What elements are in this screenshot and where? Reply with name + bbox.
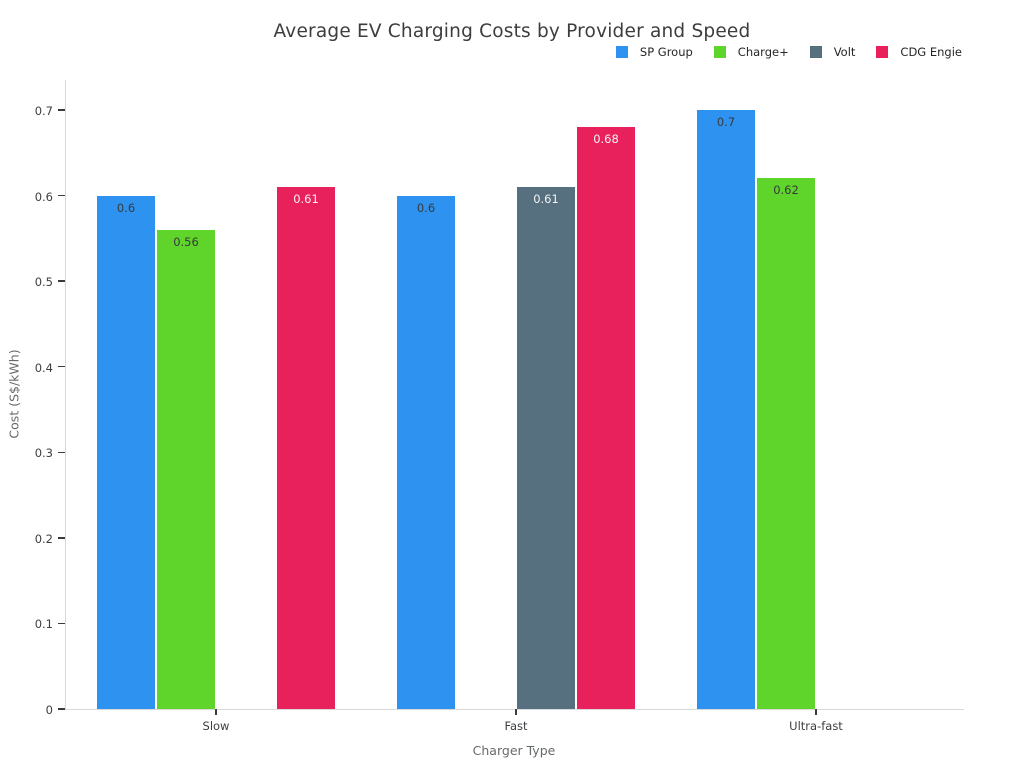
y-axis-title: Cost (S$/kWh) xyxy=(6,349,22,439)
legend-label: Charge+ xyxy=(737,45,789,59)
legend-swatch-charge xyxy=(713,46,726,58)
legend-label: CDG Engie xyxy=(900,45,962,59)
x-tick-label-slow: Slow xyxy=(202,719,230,733)
y-tick-label: 0.2 xyxy=(34,531,53,546)
y-tick-label: 0.3 xyxy=(34,446,53,461)
x-axis-title: Charger Type xyxy=(472,743,556,758)
bar-charge-ultra-fast[interactable]: 0.62 xyxy=(757,178,815,709)
bar-sp-group-ultra-fast[interactable]: 0.7 xyxy=(697,110,755,709)
legend: SP Group Charge+ Volt CDG Engie xyxy=(595,45,962,59)
y-tick-label: 0.4 xyxy=(34,360,53,375)
y-tick-mark xyxy=(58,708,65,710)
y-tick-label: 0.7 xyxy=(34,104,53,118)
legend-swatch-cdg-engie xyxy=(876,46,889,58)
y-tick-mark xyxy=(58,280,65,282)
y-tick-label: 0 xyxy=(45,703,53,717)
plot-area: 0 0.1 0.2 0.3 0.4 0.5 0.6 0.7 0.6 0.6 0.7 0.56 0.62… xyxy=(35,80,964,733)
y-tick-mark xyxy=(58,365,65,368)
legend-label: SP Group xyxy=(639,45,693,59)
legend-item-sp-group[interactable]: SP Group xyxy=(615,45,693,59)
bar-sp-group-slow[interactable]: 0.6 xyxy=(97,195,155,709)
y-tick-mark xyxy=(58,537,65,539)
y-tick-mark xyxy=(58,194,65,197)
y-tick-label: 0.1 xyxy=(34,617,53,632)
legend-item-charge[interactable]: Charge+ xyxy=(713,45,789,59)
y-tick-mark xyxy=(58,451,65,454)
bar-cdg-engie-slow[interactable]: 0.61 xyxy=(277,187,335,709)
x-tick-mark xyxy=(515,709,517,715)
bar-cdg-engie-fast[interactable]: 0.68 xyxy=(577,127,635,709)
bar-volt-fast[interactable]: 0.61 xyxy=(517,187,575,709)
y-tick-mark xyxy=(58,622,65,625)
bar-value-label: 0.7 xyxy=(716,115,736,129)
x-tick-mark xyxy=(215,709,217,715)
legend-item-cdg-engie[interactable]: CDG Engie xyxy=(876,45,962,59)
x-tick-label-ultra-fast: Ultra-fast xyxy=(789,719,843,733)
y-tick-mark xyxy=(58,109,65,111)
bar-value-label: 0.6 xyxy=(416,200,436,215)
bar-value-label: 0.62 xyxy=(773,183,799,198)
x-tick-label-fast: Fast xyxy=(504,719,528,733)
bar-value-label: 0.61 xyxy=(293,192,319,207)
y-tick-label: 0.5 xyxy=(34,275,53,290)
bar-value-label: 0.6 xyxy=(116,200,136,215)
bar-value-label: 0.68 xyxy=(593,132,619,147)
bar-value-label: 0.61 xyxy=(533,192,559,207)
x-tick-mark xyxy=(815,709,817,715)
legend-label: Volt xyxy=(833,45,856,59)
bar-charge-slow[interactable]: 0.56 xyxy=(157,229,215,709)
bar-value-label: 0.56 xyxy=(173,234,199,249)
legend-swatch-sp-group xyxy=(615,46,628,58)
y-tick-label: 0.6 xyxy=(34,189,53,204)
chart-title: Average EV Charging Costs by Provider an… xyxy=(273,21,751,42)
bar-sp-group-fast[interactable]: 0.6 xyxy=(397,195,455,709)
legend-swatch-volt xyxy=(809,46,822,58)
legend-item-volt[interactable]: Volt xyxy=(809,45,856,59)
